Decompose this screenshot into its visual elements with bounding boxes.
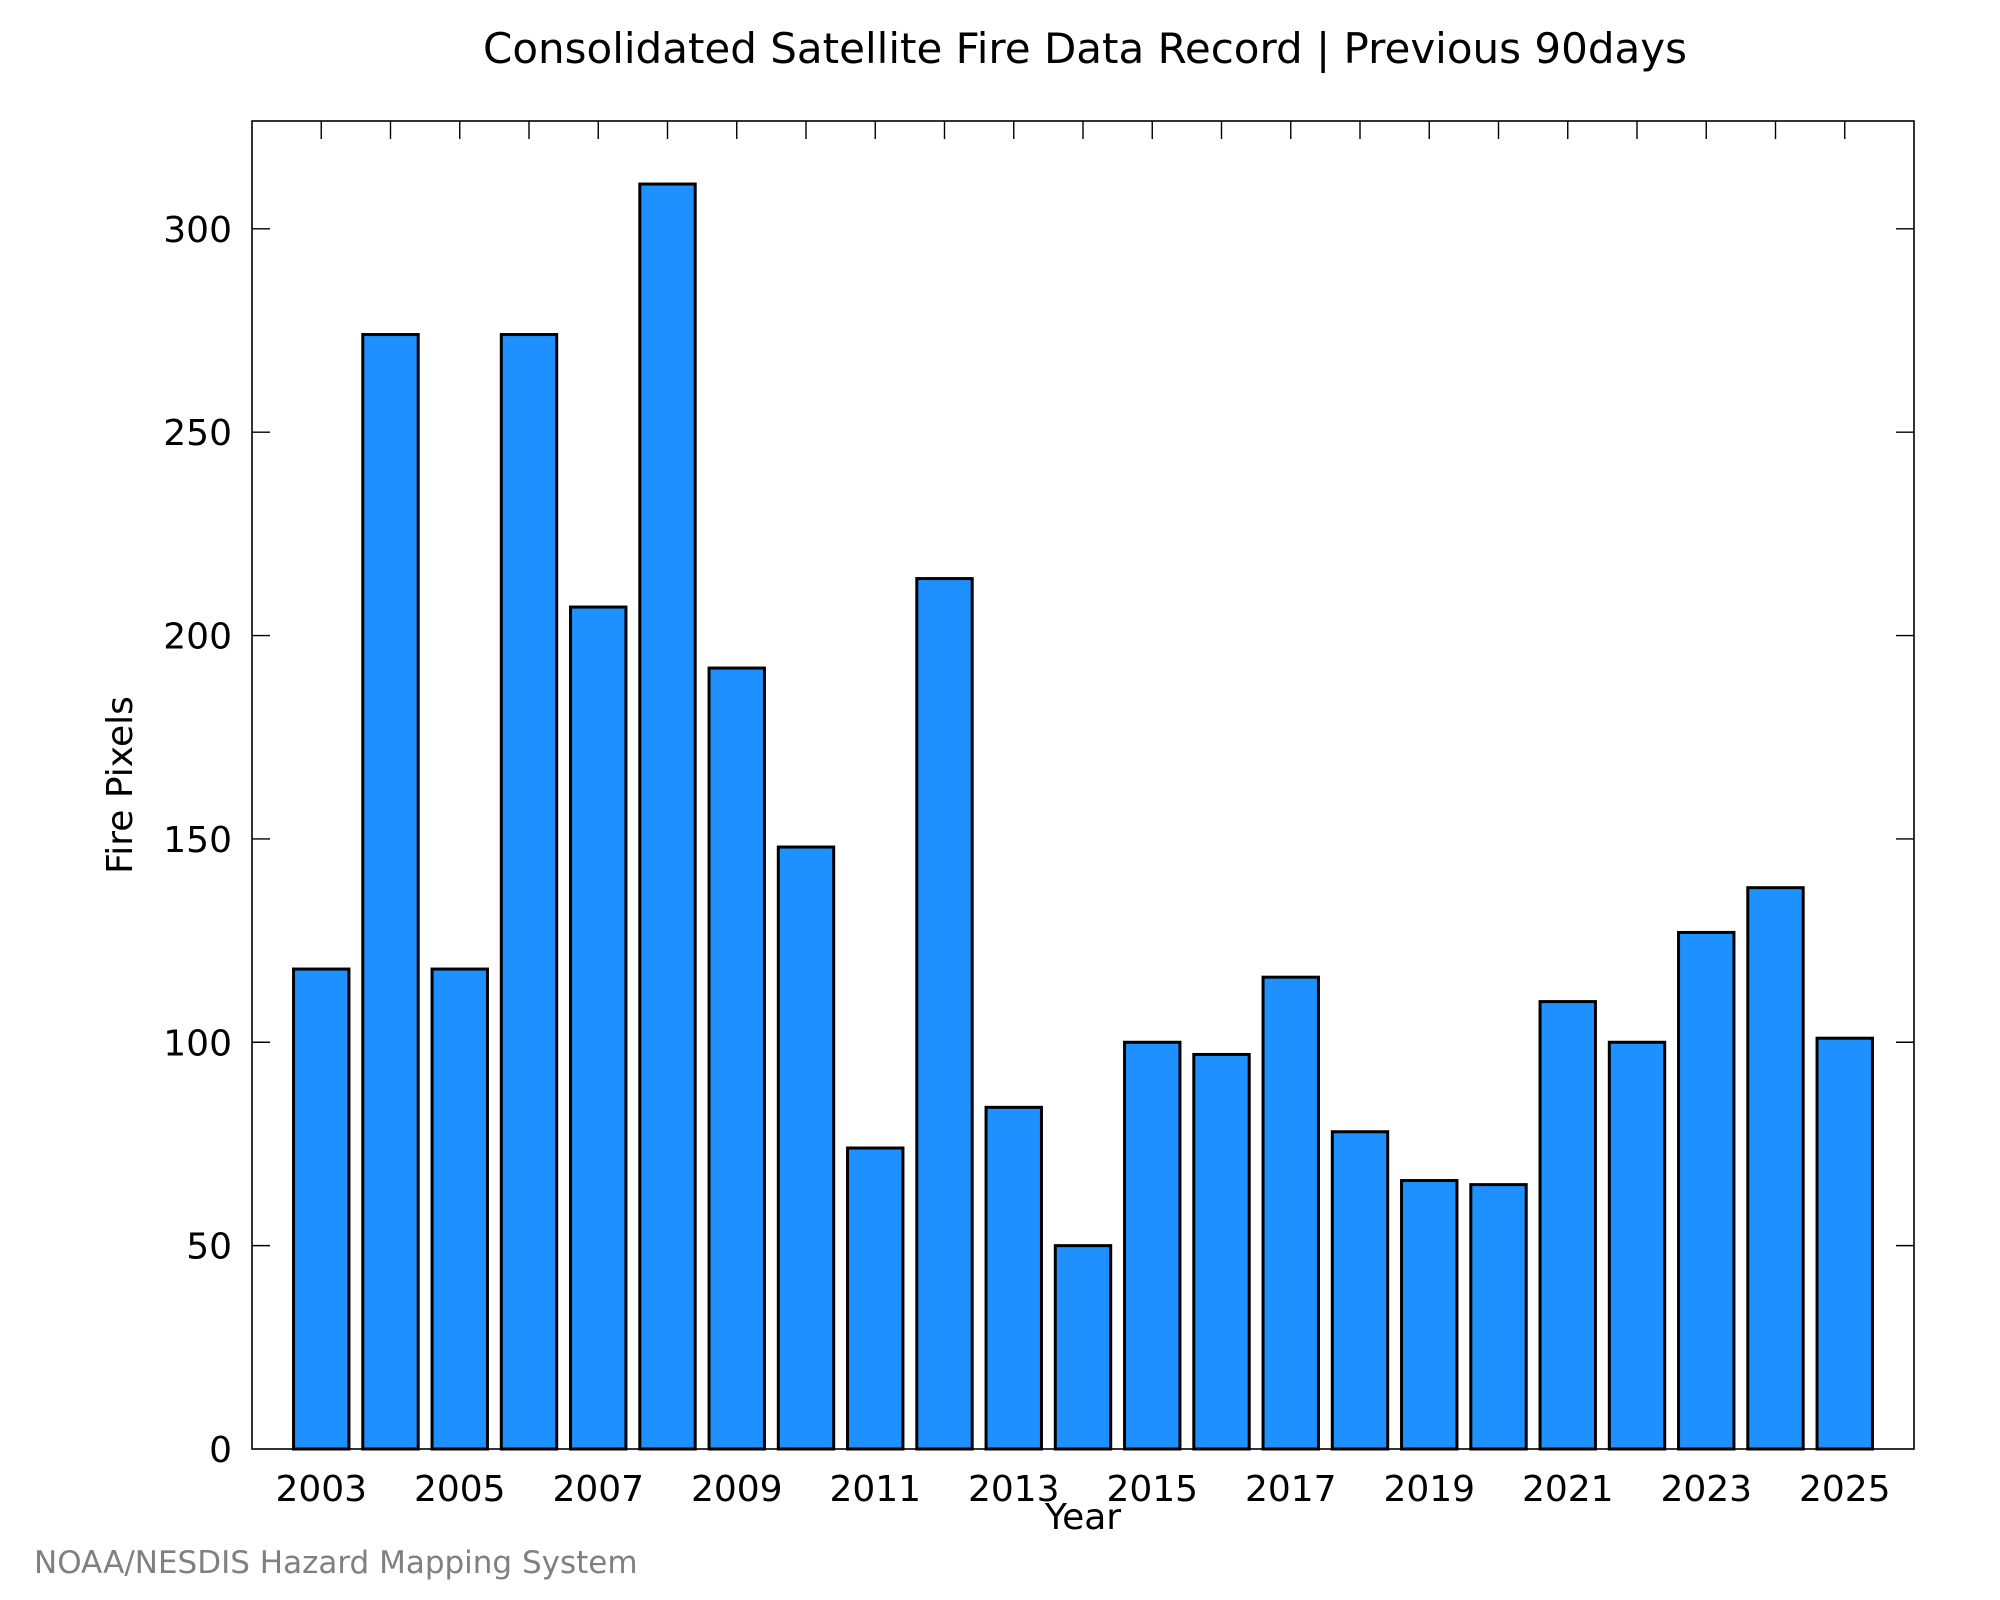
x-tick-label: 2015: [1106, 1469, 1198, 1510]
x-tick-label: 2007: [552, 1469, 644, 1510]
bar: [430, 967, 489, 1451]
bar: [1192, 1052, 1251, 1451]
bar: [707, 666, 766, 1451]
bar: [776, 845, 836, 1451]
y-tick-label: 50: [186, 1227, 232, 1268]
bar: [915, 577, 974, 1451]
x-tick-label: 2005: [414, 1469, 506, 1510]
bar: [1469, 1183, 1528, 1451]
plot-frame: [251, 120, 1915, 1450]
x-tick-label: 2023: [1660, 1469, 1752, 1510]
bar: [638, 182, 697, 1451]
bar: [1330, 1130, 1390, 1451]
bar: [1053, 1244, 1113, 1451]
bar: [1746, 886, 1805, 1451]
bar: [1815, 1036, 1874, 1451]
bar: [569, 605, 628, 1451]
y-tick-label: 150: [163, 820, 232, 861]
x-tick-label: 2011: [829, 1469, 921, 1510]
bar: [1400, 1179, 1459, 1451]
bar: [984, 1105, 1043, 1451]
y-tick-label: 100: [163, 1023, 232, 1064]
x-tick-label: 2013: [968, 1469, 1060, 1510]
y-tick-label: 0: [209, 1430, 232, 1471]
bar: [1261, 975, 1320, 1451]
y-grid-ticks: 0 50 100 150 200 250 300: [163, 210, 1914, 1471]
x-tick-label: 2017: [1245, 1469, 1337, 1510]
bar: [1538, 1000, 1597, 1451]
bars: [292, 182, 1874, 1451]
y-tick-label: 200: [163, 617, 232, 658]
chart-title: Consolidated Satellite Fire Data Record …: [483, 24, 1687, 73]
y-tick-label: 300: [163, 210, 232, 251]
bar: [846, 1146, 905, 1451]
x-ticks: 2003 2005 2007 2009 2011 2013 2015 2017 2019 2021…: [275, 121, 1891, 1510]
x-tick-label: 2025: [1799, 1469, 1891, 1510]
x-tick-label: 2009: [691, 1469, 783, 1510]
x-tick-label: 2019: [1383, 1469, 1475, 1510]
bar: [1607, 1040, 1667, 1451]
bar: [292, 967, 351, 1451]
y-tick-label: 250: [163, 413, 232, 454]
y-axis-label: Fire Pixels: [100, 696, 141, 874]
x-tick-label: 2021: [1522, 1469, 1614, 1510]
x-axis-label: Year: [1044, 1497, 1121, 1538]
bar: [499, 333, 559, 1451]
x-tick-label: 2003: [275, 1469, 367, 1510]
bar: [1677, 930, 1736, 1451]
bar: [361, 333, 420, 1451]
bar: [1123, 1040, 1182, 1451]
credit-text: NOAA/NESDIS Hazard Mapping System: [34, 1545, 638, 1581]
